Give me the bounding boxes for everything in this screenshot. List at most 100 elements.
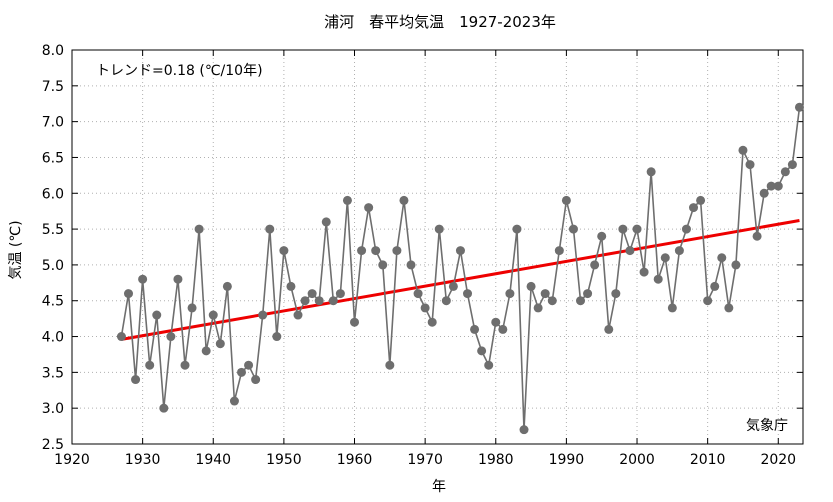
data-point xyxy=(618,224,628,234)
data-point xyxy=(180,360,190,370)
data-point xyxy=(300,296,310,306)
data-point xyxy=(547,296,557,306)
data-point xyxy=(505,289,515,299)
data-point xyxy=(752,231,762,241)
data-point xyxy=(279,246,289,256)
data-point xyxy=(173,274,183,284)
data-point xyxy=(710,281,720,291)
y-tick-label: 7.0 xyxy=(42,115,64,131)
data-point xyxy=(561,195,571,205)
data-point xyxy=(194,224,204,234)
data-point xyxy=(237,367,247,377)
data-point xyxy=(371,246,381,256)
data-point xyxy=(611,289,621,299)
data-point xyxy=(498,324,508,334)
x-tick-label: 2020 xyxy=(760,452,796,468)
data-point xyxy=(745,160,755,170)
y-tick-label: 8.0 xyxy=(42,43,64,59)
x-tick-label: 2000 xyxy=(619,452,655,468)
data-point xyxy=(321,217,331,227)
data-point xyxy=(604,324,614,334)
y-tick-label: 3.0 xyxy=(42,401,64,417)
data-point xyxy=(385,360,395,370)
data-point xyxy=(646,167,656,177)
data-point xyxy=(689,203,699,213)
data-point xyxy=(378,260,388,270)
x-axis-label: 年 xyxy=(432,479,446,495)
data-point xyxy=(583,289,593,299)
data-point xyxy=(696,195,706,205)
data-point xyxy=(667,303,677,313)
trend-line xyxy=(121,219,800,341)
data-point xyxy=(780,167,790,177)
data-point xyxy=(187,303,197,313)
data-point xyxy=(540,289,550,299)
data-point xyxy=(590,260,600,270)
data-point xyxy=(491,317,501,327)
x-tick-label: 2010 xyxy=(690,452,726,468)
data-point xyxy=(787,160,797,170)
data-point xyxy=(794,102,804,112)
data-point xyxy=(342,195,352,205)
data-point xyxy=(258,310,268,320)
data-point xyxy=(533,303,543,313)
y-tick-label: 7.5 xyxy=(42,79,64,95)
data-point xyxy=(766,181,776,191)
y-tick-label: 4.5 xyxy=(42,294,64,310)
data-point xyxy=(406,260,416,270)
data-point xyxy=(335,289,345,299)
x-tick-label: 1940 xyxy=(195,452,231,468)
y-tick-label: 2.5 xyxy=(42,437,64,453)
data-point xyxy=(357,246,367,256)
x-tick-label: 1930 xyxy=(125,452,161,468)
data-point xyxy=(554,246,564,256)
data-point xyxy=(653,274,663,284)
data-point xyxy=(526,281,536,291)
data-point xyxy=(152,310,162,320)
x-tick-label: 1950 xyxy=(266,452,302,468)
data-point xyxy=(427,317,437,327)
chart-title: 浦河 春平均気温 1927-2023年 xyxy=(324,13,556,31)
data-point xyxy=(625,246,635,256)
x-tick-label: 1960 xyxy=(337,452,373,468)
data-point xyxy=(413,289,423,299)
data-point xyxy=(145,360,155,370)
x-tick-label: 1990 xyxy=(549,452,585,468)
x-tick-label: 1920 xyxy=(54,452,90,468)
series-layer xyxy=(116,102,804,435)
data-point xyxy=(208,310,218,320)
y-tick-label: 5.0 xyxy=(42,258,64,274)
grid xyxy=(72,50,803,444)
data-point xyxy=(265,224,275,234)
data-point xyxy=(477,346,487,356)
data-point xyxy=(773,181,783,191)
plot-frame xyxy=(71,49,804,445)
data-point xyxy=(215,339,225,349)
data-point xyxy=(632,224,642,234)
axes: 1920 1930 1940 1950 1960 1970 1980 1990 2000 2010… xyxy=(42,43,804,468)
series-line xyxy=(120,107,801,430)
data-point xyxy=(724,303,734,313)
data-point xyxy=(201,346,211,356)
data-point xyxy=(470,324,480,334)
data-point xyxy=(731,260,741,270)
data-point xyxy=(519,425,529,435)
data-point xyxy=(244,360,254,370)
data-point xyxy=(639,267,649,277)
data-point xyxy=(717,253,727,263)
data-point xyxy=(441,296,451,306)
data-point xyxy=(399,195,409,205)
data-point xyxy=(455,246,465,256)
x-tick-label: 1970 xyxy=(407,452,443,468)
data-point xyxy=(597,231,607,241)
y-axis-label: 気温 (℃) xyxy=(8,220,24,279)
data-point xyxy=(328,296,338,306)
y-tick-label: 3.5 xyxy=(42,365,64,381)
data-point xyxy=(703,296,713,306)
data-point xyxy=(420,303,430,313)
data-point xyxy=(314,296,324,306)
data-point xyxy=(448,281,458,291)
y-tick-label: 6.0 xyxy=(42,186,64,202)
data-point xyxy=(512,224,522,234)
